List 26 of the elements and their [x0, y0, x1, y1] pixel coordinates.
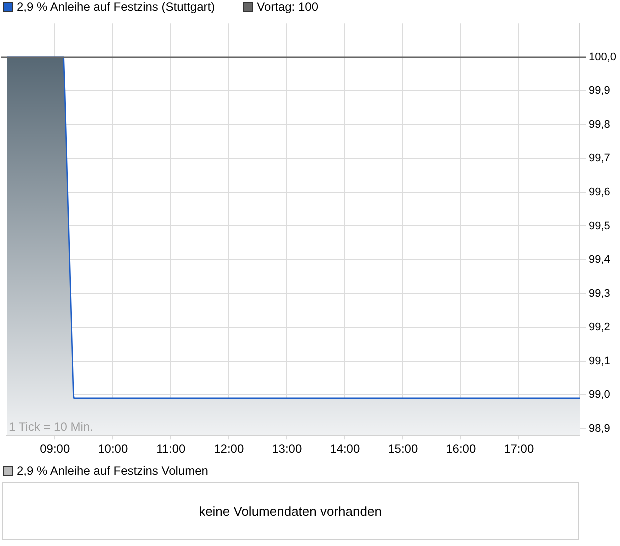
y-tick-label: 99,5 [589, 220, 610, 232]
annotation: 1 Tick = 10 Min. [9, 420, 94, 434]
x-tick-label: 17:00 [504, 442, 534, 456]
legend-label: 2,9 % Anleihe auf Festzins (Stuttgart) [17, 0, 216, 14]
x-tick-label: 09:00 [40, 442, 70, 456]
y-tick-label: 99,2 [589, 322, 610, 334]
x-tick-label: 14:00 [330, 442, 360, 456]
y-tick-label: 98,9 [589, 422, 610, 435]
y-tick-label: 100,0 [589, 51, 617, 64]
x-tick-label: 13:00 [272, 442, 302, 456]
y-tick-label: 99,3 [589, 288, 610, 300]
y-tick-label: 99,6 [589, 186, 610, 198]
x-tick-label: 15:00 [388, 442, 418, 456]
y-tick-label: 99,4 [589, 254, 610, 266]
y-tick-label: 99,7 [589, 152, 610, 165]
x-tick-label: 12:00 [214, 442, 244, 456]
legend-label: Vortag: 100 [257, 0, 318, 14]
y-tick-label: 99,9 [589, 85, 610, 98]
x-tick-label: 11:00 [156, 442, 186, 456]
x-tick-label: 10:00 [98, 442, 128, 456]
text: 2,9 % Anleihe auf Festzins Volumen [17, 464, 208, 478]
text: keine Volumendaten vorhanden [199, 504, 382, 518]
y-tick-label: 99,1 [589, 355, 610, 368]
y-tick-label: 99,8 [589, 118, 610, 131]
x-tick-label: 16:00 [446, 442, 476, 456]
y-tick-label: 99,0 [589, 389, 610, 402]
